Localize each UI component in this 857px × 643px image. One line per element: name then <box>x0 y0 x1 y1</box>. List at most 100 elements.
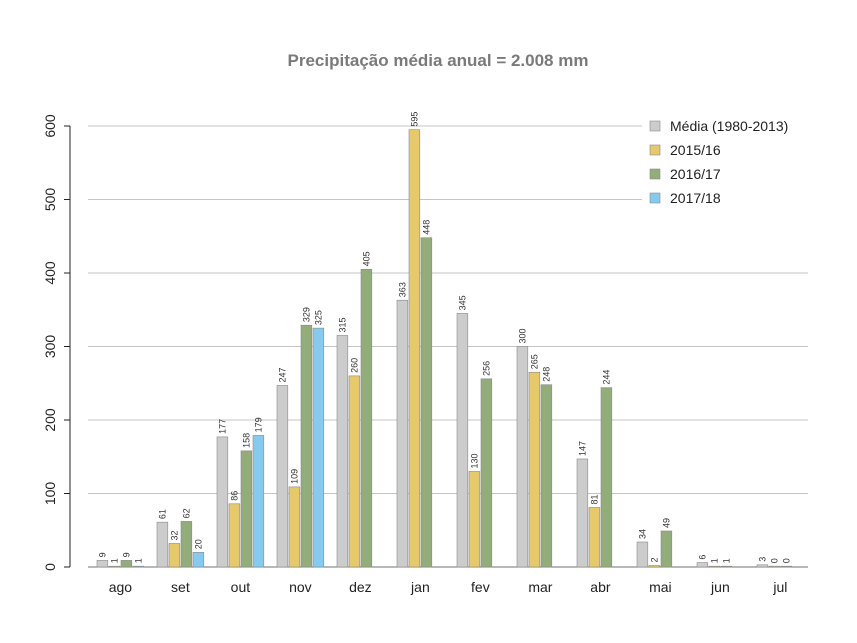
data-label-jun-0: 6 <box>697 555 707 560</box>
bar-out-2 <box>240 450 253 568</box>
data-label-set-0: 61 <box>157 509 167 519</box>
bar-ago-1 <box>108 565 121 568</box>
data-label-nov-3: 325 <box>313 310 323 325</box>
data-label-out-0: 177 <box>217 419 227 434</box>
data-label-mai-1: 2 <box>649 558 659 563</box>
bar-nov-2 <box>300 324 313 568</box>
data-label-fev-0: 345 <box>457 295 467 310</box>
ytick-label-0: 0 <box>42 563 58 571</box>
data-label-jan-2: 448 <box>421 220 431 235</box>
legend-label-2: 2016/17 <box>670 166 721 182</box>
data-label-nov-2: 329 <box>301 307 311 322</box>
data-label-mai-0: 34 <box>637 529 647 539</box>
bar-jul-2 <box>780 565 793 568</box>
data-label-mai-2: 49 <box>661 518 671 528</box>
xtick-label-abr: abr <box>590 579 611 595</box>
bar-jan-0 <box>396 299 409 568</box>
chart-title: Precipitação média anual = 2.008 mm <box>288 51 589 70</box>
data-label-ago-3: 1 <box>133 558 143 563</box>
data-label-mar-0: 300 <box>517 328 527 343</box>
bar-jan-1 <box>408 129 421 568</box>
xtick-label-jan: jan <box>410 579 430 595</box>
data-label-mar-1: 265 <box>529 354 539 369</box>
data-label-dez-0: 315 <box>337 317 347 332</box>
bar-fev-2 <box>480 378 493 568</box>
legend-swatch-1 <box>649 144 661 156</box>
data-label-dez-2: 405 <box>361 251 371 266</box>
legend-label-0: Média (1980-2013) <box>670 118 788 134</box>
legend-swatch-3 <box>649 192 661 204</box>
data-label-jul-2: 0 <box>781 558 791 563</box>
bar-jul-1 <box>768 565 781 568</box>
xtick-label-dez: dez <box>349 579 372 595</box>
data-label-abr-2: 244 <box>601 370 611 385</box>
bar-jun-1 <box>708 565 721 568</box>
bar-mai-2 <box>660 530 673 568</box>
bar-nov-3 <box>312 327 325 568</box>
ytick-label-400: 400 <box>42 261 58 285</box>
data-label-abr-1: 81 <box>589 494 599 504</box>
data-label-abr-0: 147 <box>577 441 587 456</box>
legend: Média (1980-2013) 2015/16 2016/17 2017/18 <box>642 114 810 212</box>
xtick-label-jul: jul <box>772 579 787 595</box>
data-label-nov-1: 109 <box>289 469 299 484</box>
xtick-label-set: set <box>171 579 190 595</box>
data-label-ago-2: 9 <box>121 552 131 557</box>
bar-abr-1 <box>588 507 601 568</box>
bar-ago-2 <box>120 560 133 568</box>
data-label-jan-0: 363 <box>397 282 407 297</box>
data-label-jan-1: 595 <box>409 112 419 127</box>
xtick-label-out: out <box>231 579 251 595</box>
xtick-label-jun: jun <box>710 579 730 595</box>
ytick-label-500: 500 <box>42 188 58 212</box>
bar-nov-0 <box>276 385 289 568</box>
legend-swatch-0 <box>649 120 661 132</box>
grid-layer <box>88 125 808 568</box>
bar-jun-0 <box>696 562 709 568</box>
xtick-label-mar: mar <box>528 579 552 595</box>
bar-mar-2 <box>540 384 553 568</box>
xtick-label-ago: ago <box>109 579 133 595</box>
data-label-dez-1: 260 <box>349 358 359 373</box>
data-label-jun-1: 1 <box>709 558 719 563</box>
bar-out-0 <box>216 436 229 568</box>
xtick-label-nov: nov <box>289 579 312 595</box>
bar-set-3 <box>192 551 205 568</box>
ytick-label-600: 600 <box>42 114 58 138</box>
bar-ago-3 <box>132 565 145 568</box>
bar-mai-1 <box>648 565 661 568</box>
bar-mai-0 <box>636 541 649 568</box>
data-label-nov-0: 247 <box>277 367 287 382</box>
bar-abr-0 <box>576 458 589 568</box>
bar-dez-2 <box>360 269 373 568</box>
bar-ago-0 <box>96 560 109 568</box>
data-label-ago-0: 9 <box>97 552 107 557</box>
data-label-ago-1: 1 <box>109 558 119 563</box>
ytick-label-200: 200 <box>42 408 58 432</box>
data-label-fev-2: 256 <box>481 361 491 376</box>
ytick-label-300: 300 <box>42 335 58 359</box>
bar-jan-2 <box>420 237 433 568</box>
bar-abr-2 <box>600 387 613 568</box>
bar-nov-1 <box>288 486 301 568</box>
bar-fev-1 <box>468 471 481 568</box>
bar-dez-0 <box>336 335 349 568</box>
legend-background <box>642 114 810 212</box>
bar-layer <box>96 129 793 568</box>
bar-set-0 <box>156 521 169 568</box>
xtick-label-mai: mai <box>649 579 672 595</box>
bar-dez-1 <box>348 375 361 568</box>
bar-jul-0 <box>756 564 769 568</box>
bar-mar-1 <box>528 371 541 568</box>
data-label-out-1: 86 <box>229 491 239 501</box>
legend-swatch-2 <box>649 168 661 180</box>
bar-mar-0 <box>516 346 529 568</box>
data-label-set-1: 32 <box>169 530 179 540</box>
bar-out-1 <box>228 503 241 568</box>
legend-label-1: 2015/16 <box>670 142 721 158</box>
data-label-jun-2: 1 <box>721 558 731 563</box>
data-label-out-2: 158 <box>241 433 251 448</box>
data-label-out-3: 179 <box>253 417 263 432</box>
